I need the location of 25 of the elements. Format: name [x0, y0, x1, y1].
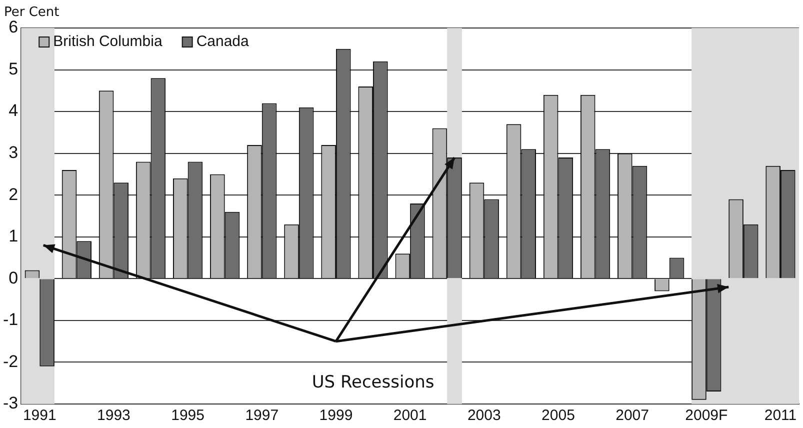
x-tick-label: 2009F	[685, 407, 728, 424]
x-tick-label: 2001	[393, 407, 427, 424]
legend-label: British Columbia	[53, 33, 163, 50]
y-tick-label: 4	[8, 101, 18, 120]
y-tick-label: 3	[8, 143, 18, 162]
x-tick-label: 1997	[245, 407, 279, 424]
y-tick-label: -1	[2, 310, 18, 330]
x-tick-label: 2007	[616, 407, 649, 424]
y-tick-label: 2	[8, 184, 18, 204]
x-tick-label: 2005	[542, 407, 575, 424]
y-tick-label: -2	[2, 352, 18, 371]
x-tick-label: 2003	[467, 407, 501, 424]
y-tick-label: 0	[8, 268, 18, 288]
x-tick-label: 1995	[171, 407, 204, 424]
y-tick-label: 5	[8, 59, 18, 78]
x-tick-label: 2011	[764, 407, 797, 424]
y-axis-title: Per Cent	[4, 4, 60, 20]
y-tick-label: 1	[8, 226, 18, 246]
x-tick-label: 1999	[319, 407, 353, 424]
y-tick-label: -3	[2, 394, 18, 413]
annotation: US Recessions	[312, 372, 434, 393]
y-tick-label: 6	[8, 18, 18, 37]
x-tick-label: 1991	[22, 407, 56, 424]
legend-label: Canada	[196, 33, 250, 50]
x-tick-label: 1993	[97, 407, 130, 424]
